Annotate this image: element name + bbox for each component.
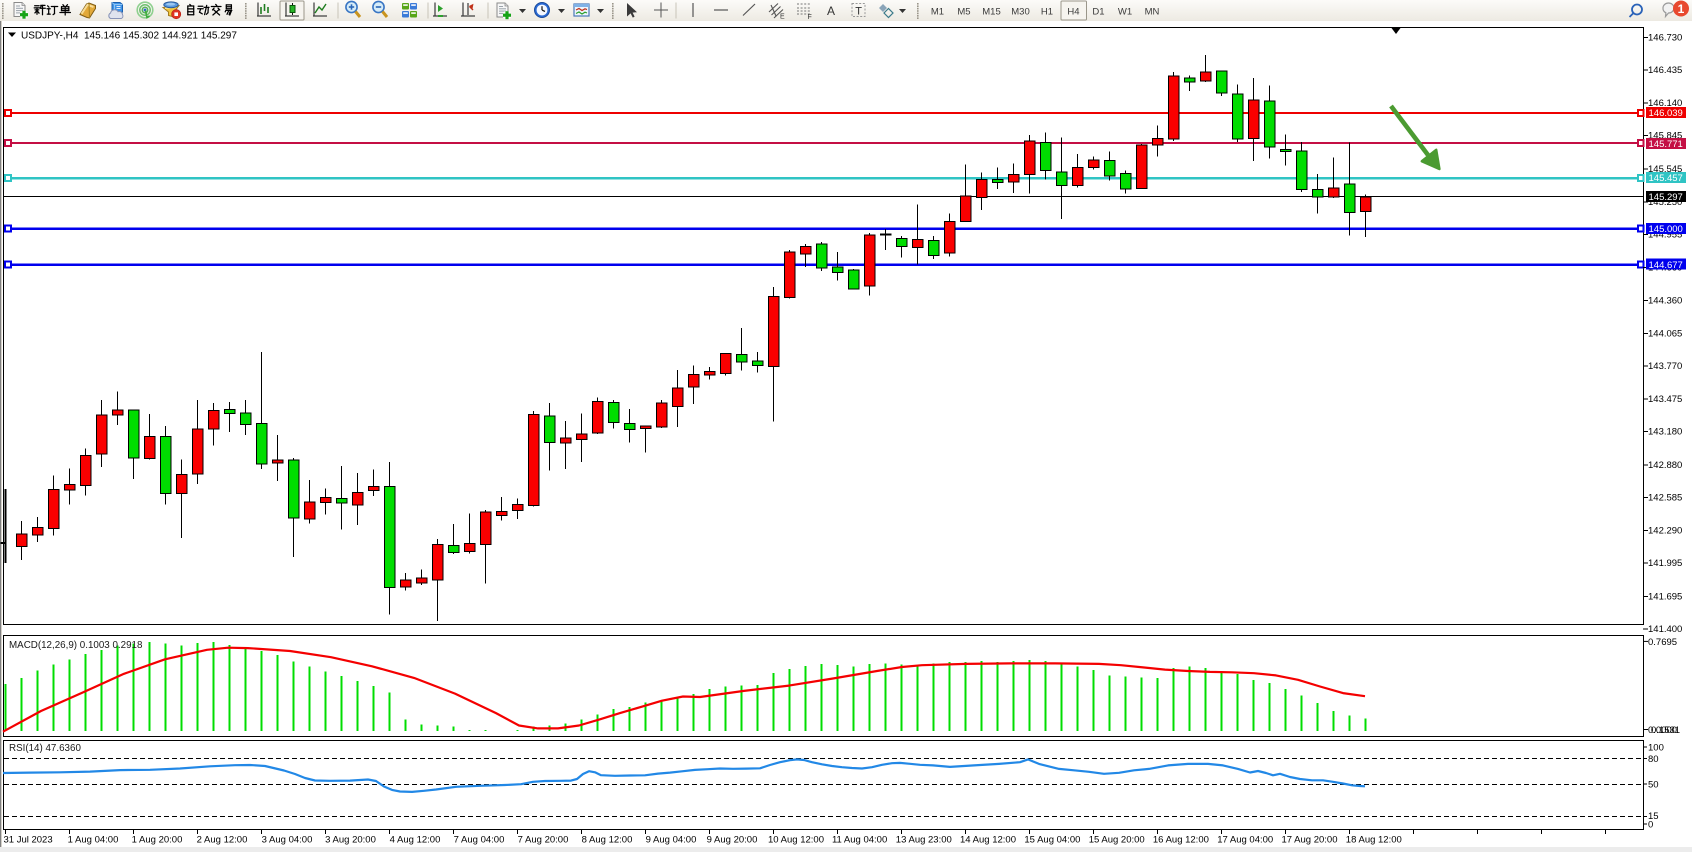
svg-text:31 Jul 2023: 31 Jul 2023: [4, 835, 53, 846]
svg-text:MN: MN: [1145, 7, 1160, 18]
svg-text:F: F: [808, 14, 812, 21]
svg-text:A: A: [827, 4, 835, 18]
svg-text:9 Aug 04:00: 9 Aug 04:00: [646, 835, 697, 846]
svg-text:H4: H4: [1067, 7, 1079, 18]
svg-text:1 Aug 04:00: 1 Aug 04:00: [68, 835, 119, 846]
svg-text:13 Aug 23:00: 13 Aug 23:00: [896, 835, 952, 846]
svg-text:141.995: 141.995: [1648, 558, 1682, 569]
svg-text:142.880: 142.880: [1648, 460, 1682, 471]
svg-text:143.180: 143.180: [1648, 427, 1682, 438]
svg-text:15 Aug 20:00: 15 Aug 20:00: [1089, 835, 1145, 846]
svg-text:50: 50: [1648, 780, 1659, 791]
svg-text:80: 80: [1648, 754, 1659, 765]
svg-text:10 Aug 12:00: 10 Aug 12:00: [768, 835, 824, 846]
svg-text:146.730: 146.730: [1648, 33, 1682, 44]
svg-text:145.457: 145.457: [1649, 173, 1683, 184]
svg-text:145.297: 145.297: [1649, 192, 1683, 203]
svg-text:9 Aug 20:00: 9 Aug 20:00: [707, 835, 758, 846]
svg-text:145.250: 145.250: [1648, 197, 1682, 208]
svg-text:H1: H1: [1041, 7, 1053, 18]
svg-text:0.0000: 0.0000: [1648, 725, 1677, 736]
svg-text:141.400: 141.400: [1648, 624, 1682, 635]
svg-text:W1: W1: [1118, 7, 1132, 18]
svg-text:143.475: 143.475: [1648, 394, 1682, 405]
svg-text:142.290: 142.290: [1648, 525, 1682, 536]
svg-text:4 Aug 12:00: 4 Aug 12:00: [390, 835, 441, 846]
svg-text:146.140: 146.140: [1648, 98, 1682, 109]
svg-text:3 Aug 04:00: 3 Aug 04:00: [262, 835, 313, 846]
svg-text:17 Aug 20:00: 17 Aug 20:00: [1282, 835, 1338, 846]
svg-text:3 Aug 20:00: 3 Aug 20:00: [325, 835, 376, 846]
svg-text:M15: M15: [982, 7, 1000, 18]
svg-text:T: T: [855, 6, 862, 18]
svg-text:145.845: 145.845: [1648, 131, 1682, 142]
svg-text:144.955: 144.955: [1648, 230, 1682, 241]
svg-text:0.7695: 0.7695: [1648, 637, 1677, 648]
svg-text:M30: M30: [1011, 7, 1029, 18]
svg-text:146.039: 146.039: [1649, 108, 1683, 119]
svg-text:M1: M1: [931, 7, 944, 18]
svg-text:141.695: 141.695: [1648, 591, 1682, 602]
svg-text:145.771: 145.771: [1649, 139, 1683, 150]
svg-text:1 Aug 20:00: 1 Aug 20:00: [132, 835, 183, 846]
svg-text:18 Aug 12:00: 18 Aug 12:00: [1346, 835, 1402, 846]
svg-text:D1: D1: [1092, 7, 1104, 18]
svg-text:8 Aug 12:00: 8 Aug 12:00: [582, 835, 633, 846]
svg-text:144.677: 144.677: [1649, 260, 1683, 271]
svg-text:2 Aug 12:00: 2 Aug 12:00: [197, 835, 248, 846]
svg-text:MACD(12,26,9) 0.1003 0.2918: MACD(12,26,9) 0.1003 0.2918: [9, 640, 143, 651]
svg-text:15 Aug 04:00: 15 Aug 04:00: [1024, 835, 1080, 846]
svg-text:RSI(14) 47.6360: RSI(14) 47.6360: [9, 743, 81, 754]
svg-text:145.545: 145.545: [1648, 164, 1682, 175]
svg-text:14 Aug 12:00: 14 Aug 12:00: [960, 835, 1016, 846]
svg-text:15: 15: [1648, 811, 1659, 822]
svg-text:144.360: 144.360: [1648, 296, 1682, 307]
svg-text:7 Aug 04:00: 7 Aug 04:00: [454, 835, 505, 846]
svg-text:142.585: 142.585: [1648, 493, 1682, 504]
svg-text:USDJPY-,H4 145.146 145.302 14: USDJPY-,H4 145.146 145.302 144.921 145.2…: [21, 31, 237, 42]
svg-text:144.065: 144.065: [1648, 328, 1682, 339]
svg-text:1: 1: [1678, 2, 1685, 16]
svg-text:E: E: [780, 14, 785, 21]
svg-text:16 Aug 12:00: 16 Aug 12:00: [1153, 835, 1209, 846]
svg-text:17 Aug 04:00: 17 Aug 04:00: [1217, 835, 1273, 846]
svg-text:143.770: 143.770: [1648, 361, 1682, 372]
svg-text:145.000: 145.000: [1649, 224, 1683, 235]
svg-text:0.1531: 0.1531: [1651, 725, 1680, 736]
svg-text:0: 0: [1648, 820, 1653, 831]
svg-text:100: 100: [1648, 743, 1664, 754]
svg-text:7 Aug 20:00: 7 Aug 20:00: [518, 835, 569, 846]
svg-text:11 Aug 04:00: 11 Aug 04:00: [832, 835, 887, 846]
svg-text:146.435: 146.435: [1648, 65, 1682, 76]
svg-text:M5: M5: [957, 7, 970, 18]
